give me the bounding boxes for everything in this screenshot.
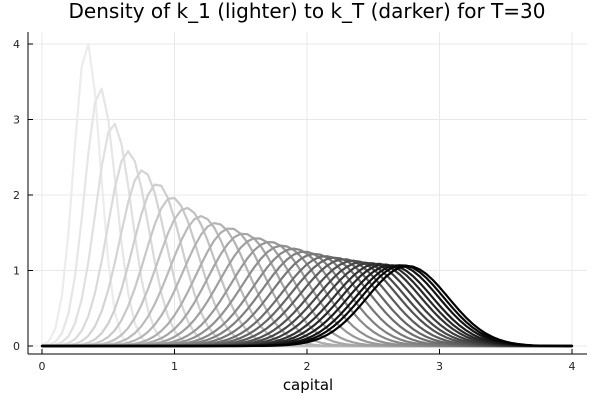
axis-layer: 0 1 2 3 4 0 1 2 3 4 [13, 32, 587, 373]
y-tick-label: 0 [13, 340, 20, 353]
y-tick-label: 2 [13, 189, 20, 202]
x-tick-label: 1 [171, 360, 178, 373]
chart-title: Density of k_1 (lighter) to k_T (darker)… [69, 0, 546, 23]
x-tick-label: 2 [304, 360, 311, 373]
x-axis-label: capital [283, 376, 333, 394]
series-line-30 [40, 264, 574, 348]
y-tick-label: 4 [13, 38, 20, 51]
x-tick-label: 0 [39, 360, 46, 373]
series-layer [40, 42, 574, 348]
x-tick-label: 3 [436, 360, 443, 373]
x-tick-label: 4 [569, 360, 576, 373]
y-tick-label: 3 [13, 114, 20, 127]
y-tick-label: 1 [13, 265, 20, 278]
